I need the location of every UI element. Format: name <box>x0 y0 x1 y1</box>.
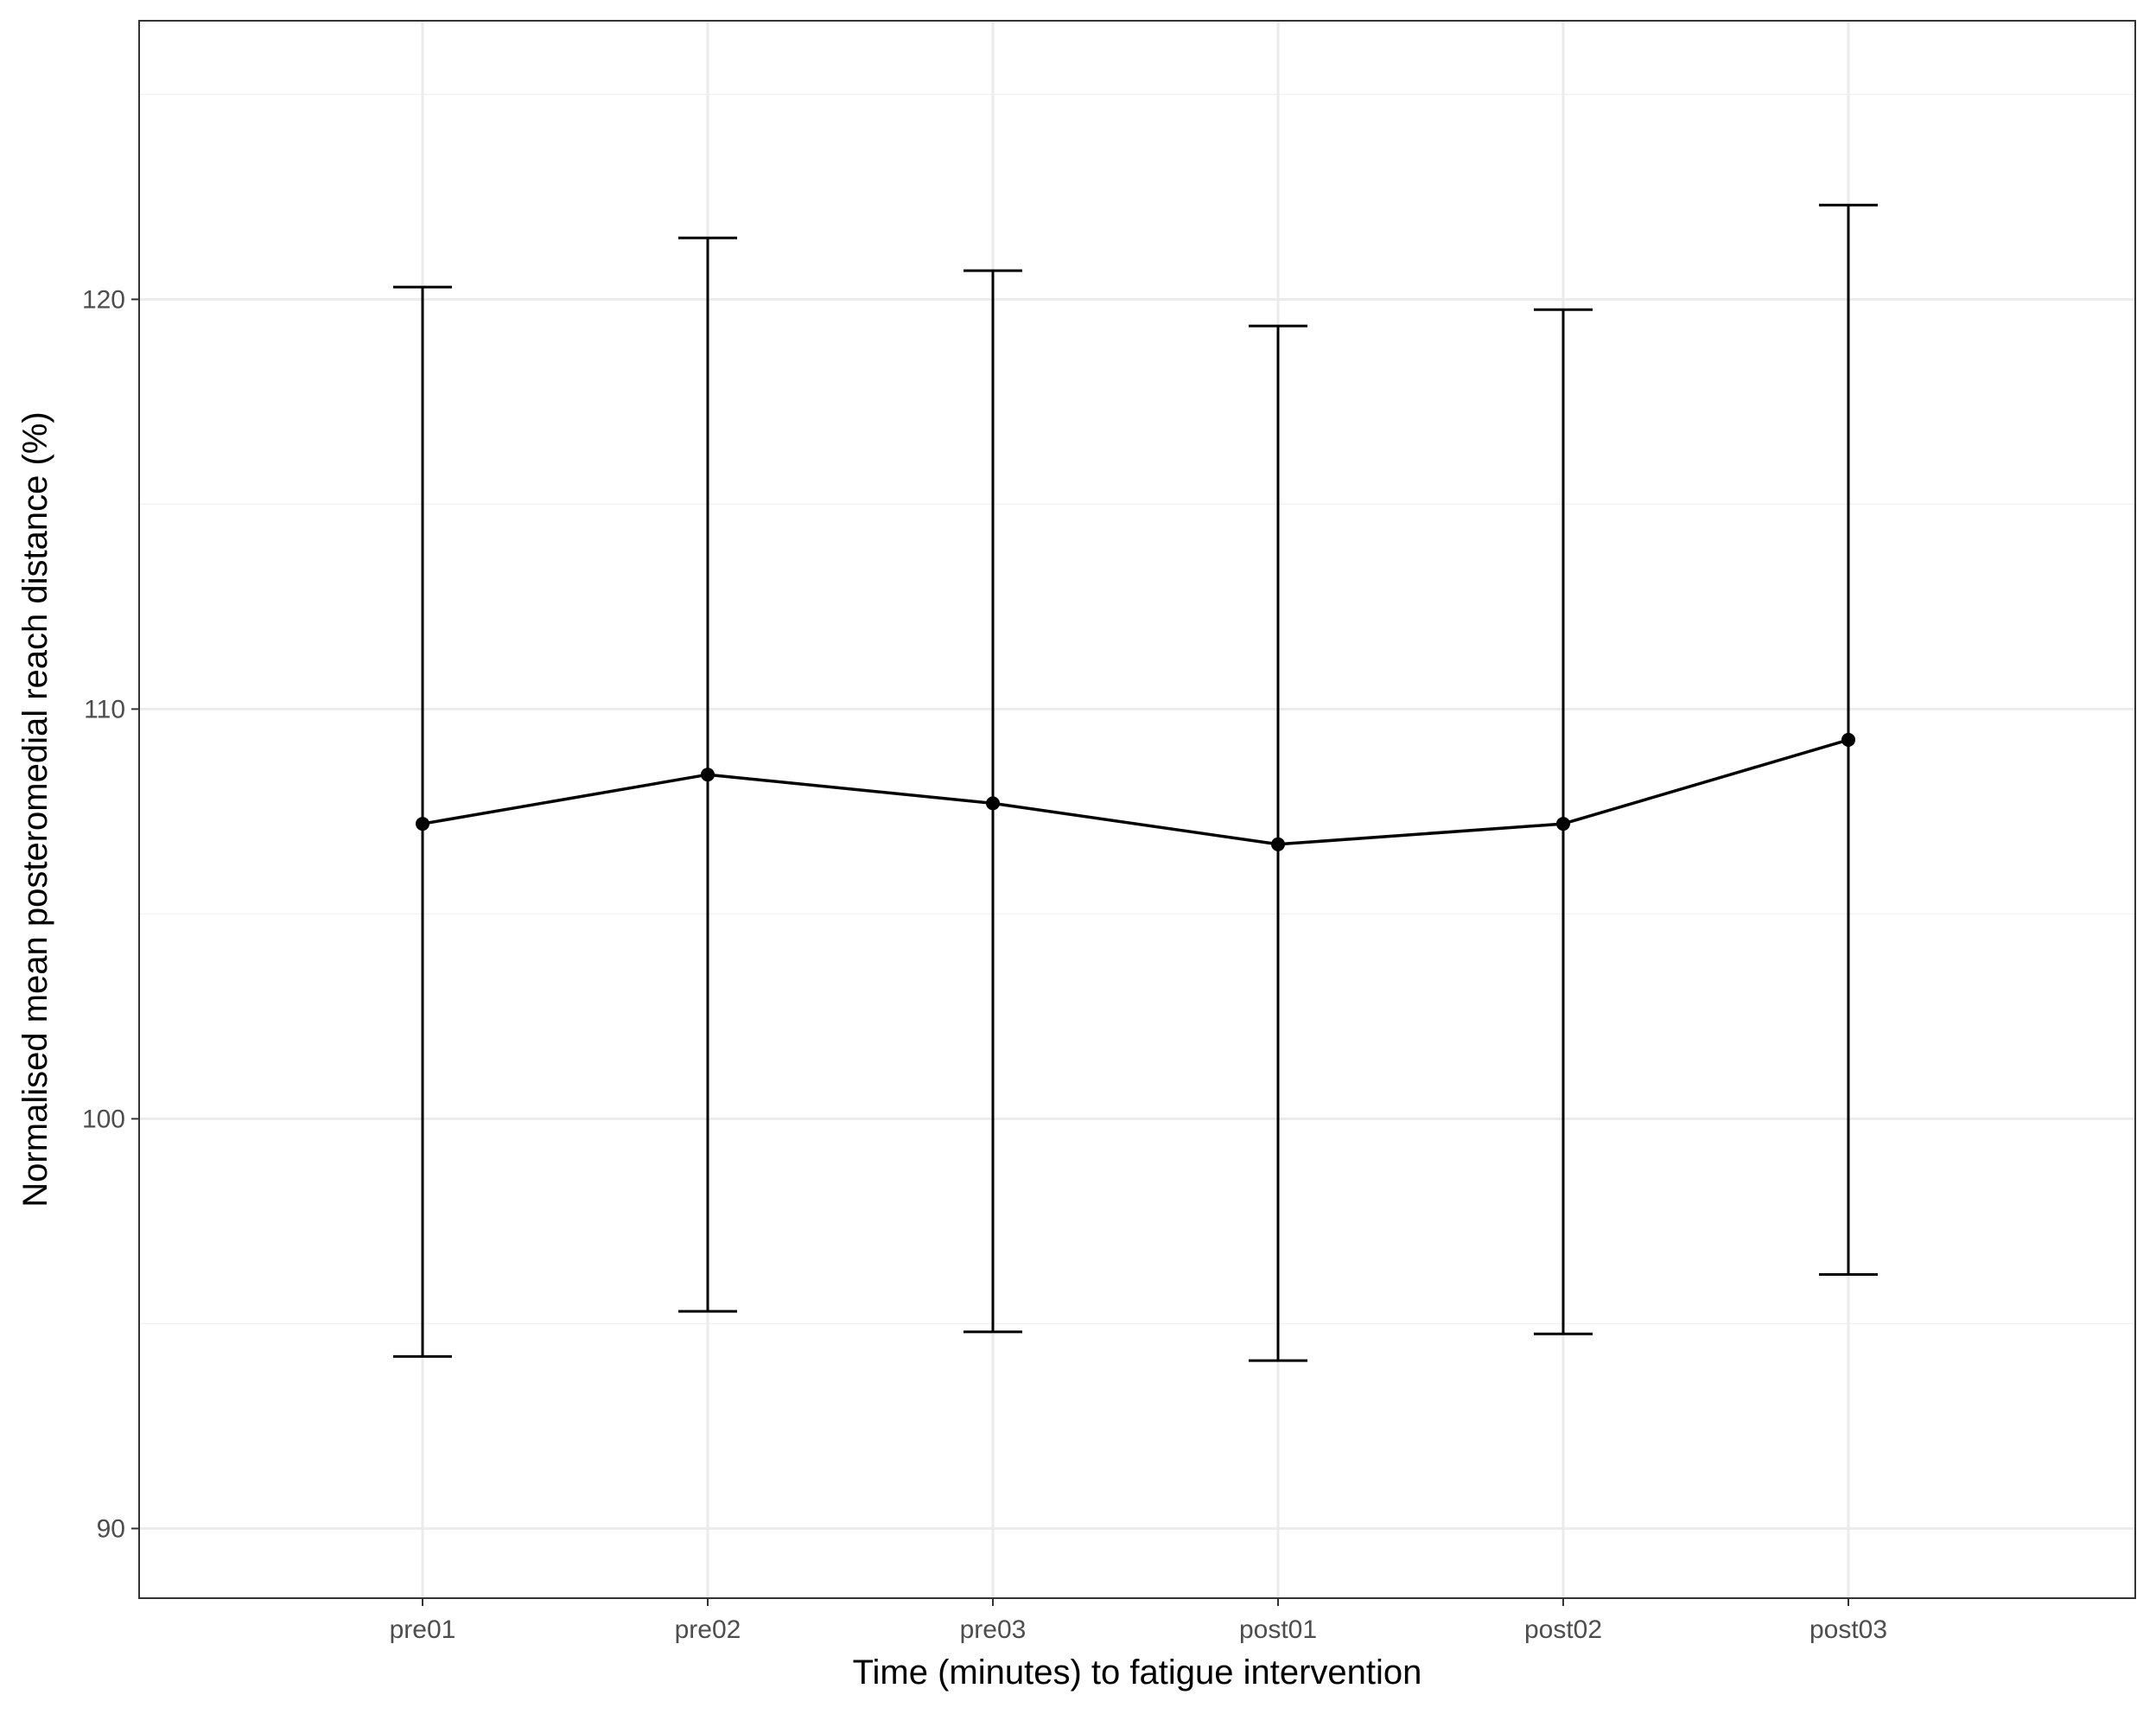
data-point-post01 <box>1271 837 1285 851</box>
data-point-pre03 <box>986 796 1000 811</box>
x-tick-label: pre02 <box>675 1615 741 1644</box>
x-tick-label: post03 <box>1809 1615 1887 1644</box>
y-tick-label: 110 <box>84 695 125 723</box>
data-point-post02 <box>1556 817 1570 832</box>
x-axis-title: Time (minutes) to fatigue intervention <box>853 1653 1422 1692</box>
y-tick-label: 120 <box>82 285 125 314</box>
x-tick-label: post02 <box>1524 1615 1602 1644</box>
series-line <box>422 738 1849 846</box>
axes: 90 100 110 120 pre01 pre02 pre03 post01 post02 po… <box>82 285 1887 1644</box>
y-axis-title: Normalised mean posteromedial reach dist… <box>16 411 54 1207</box>
x-tick-label: post01 <box>1239 1615 1317 1644</box>
panel-border <box>138 20 2136 1599</box>
x-tick-label: pre03 <box>960 1615 1027 1644</box>
series-line-group <box>422 738 1849 846</box>
data-point-pre01 <box>416 817 429 832</box>
data-point-post03 <box>1841 732 1855 747</box>
points <box>416 732 1855 851</box>
x-tick-label: pre01 <box>390 1615 456 1644</box>
y-tick-label: 100 <box>82 1105 125 1133</box>
data-point-pre02 <box>701 768 715 782</box>
y-tick-label: 90 <box>97 1514 125 1543</box>
